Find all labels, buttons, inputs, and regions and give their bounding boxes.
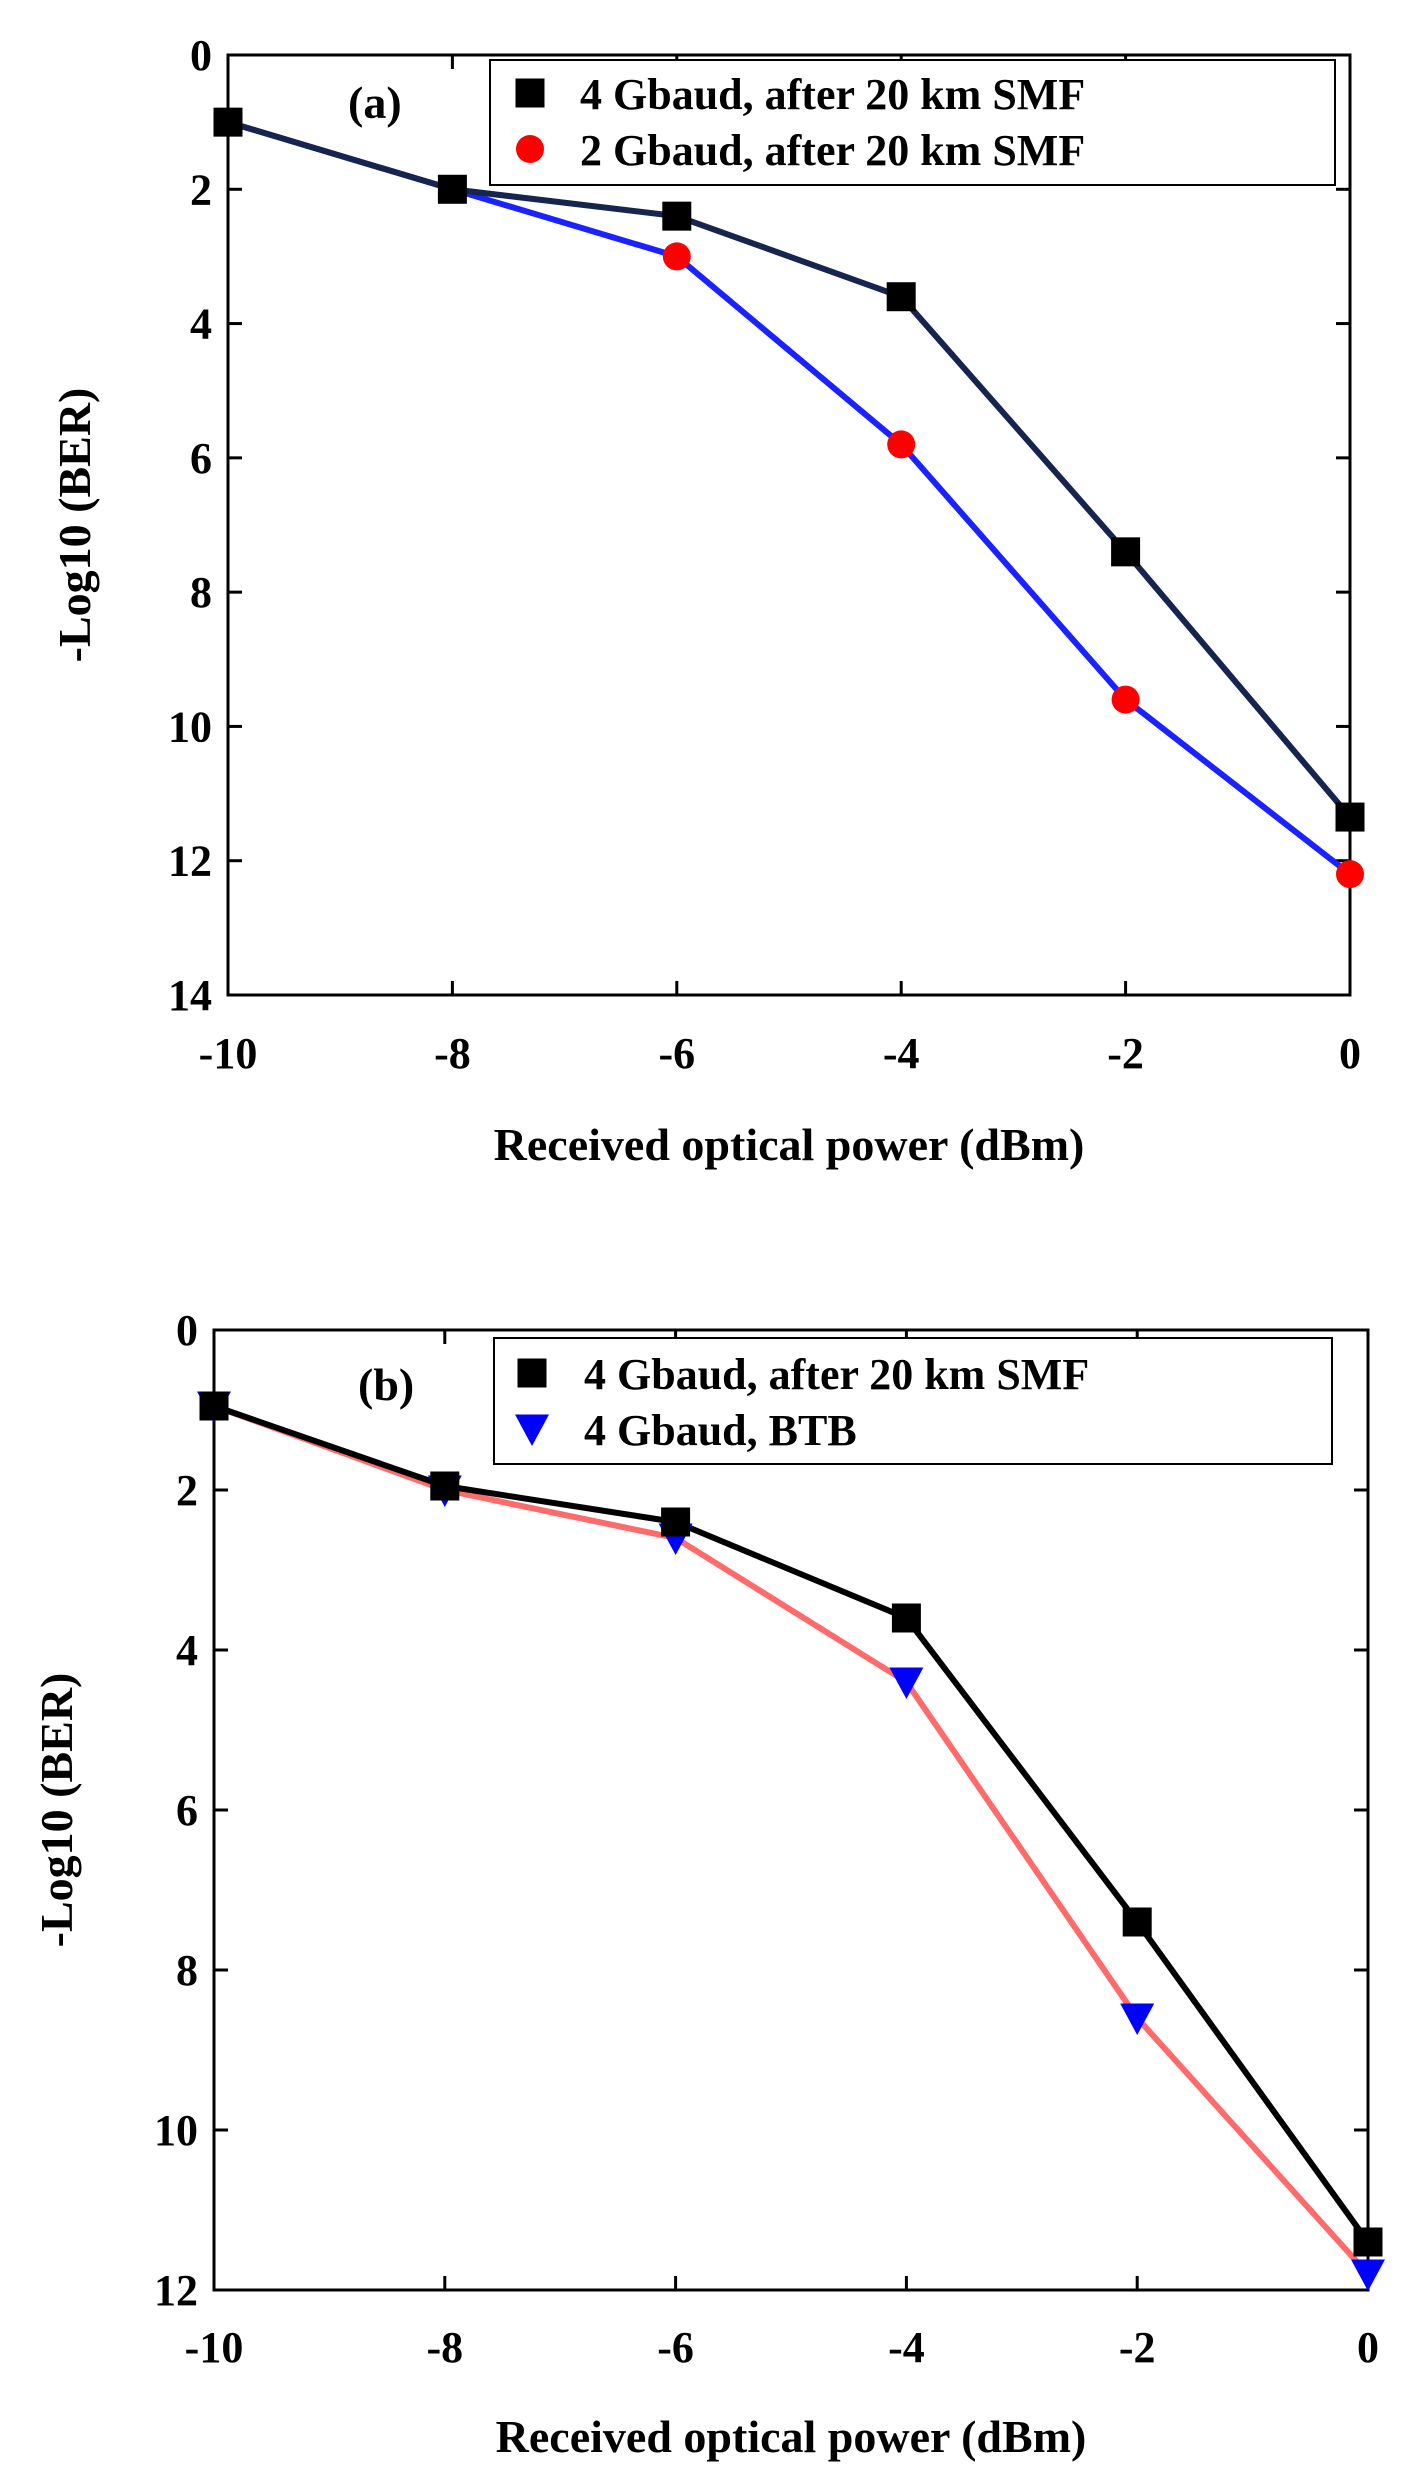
data-point-series-1: [1120, 2003, 1155, 2035]
y-tick-label: 10: [154, 2106, 198, 2155]
x-tick-label: -2: [1119, 2323, 1156, 2372]
y-tick-label: 2: [190, 165, 212, 214]
x-tick-label: -6: [657, 2323, 694, 2372]
legend-entry: 4 Gbaud, after 20 km SMF: [580, 70, 1085, 119]
data-point-series-1: [1111, 685, 1140, 714]
x-tick-label: -10: [185, 2323, 244, 2372]
data-point-series-0: [891, 1603, 921, 1633]
y-tick-label: 2: [176, 1466, 198, 1515]
y-tick-label: 4: [190, 300, 212, 349]
y-axis-label: -Log10 (BER): [31, 1673, 82, 1948]
legend-entry: 4 Gbaud, after 20 km SMF: [584, 1350, 1089, 1399]
data-point-series-0: [886, 282, 916, 312]
y-tick-label: 8: [176, 1946, 198, 1995]
y-tick-label: 0: [190, 31, 212, 80]
legend-box: [489, 59, 1336, 186]
x-tick-label: -4: [888, 2323, 925, 2372]
legend-entry: 4 Gbaud, BTB: [584, 1406, 857, 1455]
y-tick-label: 6: [176, 1786, 198, 1835]
legend-marker: [517, 1358, 547, 1388]
x-tick-label: 0: [1339, 1029, 1361, 1078]
data-point-series-0: [662, 201, 692, 231]
x-tick-label: -4: [883, 1029, 920, 1078]
y-tick-label: 6: [190, 434, 212, 483]
series-line-0: [227, 119, 1353, 820]
chart-panel-a: -10 -8 -6 -4 -2 0 0 2 4 6 8 10 12 14 Received optical …: [49, 31, 1365, 1170]
series-line-1: [212, 1403, 1371, 2277]
legend-marker: [515, 1414, 549, 1446]
x-tick-label: 0: [1357, 2323, 1379, 2372]
data-point-series-0: [213, 107, 243, 137]
y-tick-label: 12: [168, 837, 212, 886]
legend: 4 Gbaud, after 20 km SMF 4 Gbaud, BTB: [493, 1337, 1333, 1465]
y-tick-label: 10: [168, 702, 212, 751]
panel-label: (b): [358, 1359, 414, 1410]
x-axis-label: Received optical power (dBm): [494, 1119, 1085, 1170]
data-point-series-0: [1122, 1907, 1152, 1937]
data-point-series-0: [430, 1471, 460, 1501]
data-point-series-0: [1353, 2227, 1383, 2257]
x-tick-label: -2: [1107, 1029, 1144, 1078]
data-point-series-0: [1335, 802, 1365, 832]
panel-label: (a): [348, 77, 402, 128]
data-point-series-1: [1351, 2259, 1385, 2291]
y-tick-label: 0: [176, 1306, 198, 1355]
data-point-series-1: [887, 430, 916, 459]
plot-frame: [212, 1328, 1370, 2292]
legend-entry: 2 Gbaud, after 20 km SMF: [580, 126, 1085, 175]
data-point-series-0: [1111, 537, 1141, 567]
legend-marker: [516, 135, 544, 163]
x-tick-label: -10: [199, 1029, 258, 1078]
legend-box: [493, 1337, 1333, 1465]
series-line-0: [213, 1403, 1371, 2244]
legend-marker: [515, 78, 545, 108]
series-line-1: [227, 119, 1352, 877]
chart-panel-b: -10 -8 -6 -4 -2 0 0 2 4 6 8 10 12 Received optical po…: [31, 1306, 1385, 2462]
x-tick-label: -8: [434, 1029, 471, 1078]
y-tick-label: 4: [176, 1626, 198, 1675]
plot-frame: [226, 53, 1352, 997]
data-point-series-1: [889, 1667, 924, 1699]
data-point-series-0: [199, 1391, 229, 1421]
legend: 4 Gbaud, after 20 km SMF 2 Gbaud, after 2…: [489, 59, 1336, 186]
y-tick-label: 14: [168, 971, 212, 1020]
y-axis-label: -Log10 (BER): [49, 388, 100, 663]
y-tick-label: 8: [190, 568, 212, 617]
y-tick-label: 12: [154, 2266, 198, 2315]
x-tick-label: -8: [426, 2323, 463, 2372]
data-point-series-0: [661, 1507, 691, 1537]
data-point-series-1: [662, 242, 691, 271]
x-axis-label: Received optical power (dBm): [496, 2411, 1087, 2462]
data-point-series-0: [437, 174, 467, 204]
data-point-series-1: [1336, 860, 1364, 889]
x-tick-label: -6: [658, 1029, 695, 1078]
